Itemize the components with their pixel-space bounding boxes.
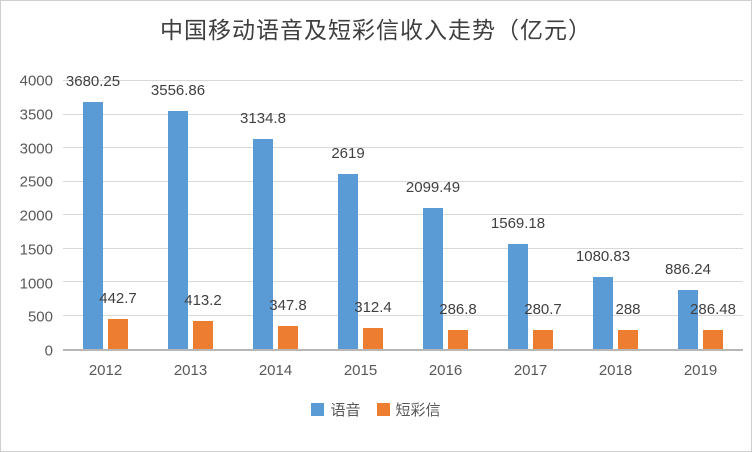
- x-label-2015: 2015: [343, 362, 378, 379]
- y-tick-1000: 1000: [19, 275, 53, 292]
- plot-area: 3680.25 442.7 3556.86 413.2 3134.8 347.8 2619 3…: [63, 73, 743, 351]
- data-label-voice-2017: 1569.18: [490, 214, 546, 232]
- data-label-voice-2012: 3680.25: [65, 73, 121, 91]
- y-axis-tick-labels: 4000 3500 3000 2500 2000 1500 1000 500 0: [1, 73, 63, 360]
- bar-sms-2016: 286.8: [439, 301, 477, 349]
- x-label-2013: 2013: [173, 362, 208, 379]
- bar-sms-2018: 288: [615, 301, 641, 349]
- plot-wrap: 3680.25 442.7 3556.86 413.2 3134.8 347.8 2619 3…: [63, 73, 743, 379]
- bar-group-2019: 886.24 286.48: [658, 81, 743, 349]
- bar-group-2012: 3680.25 442.7: [63, 73, 148, 349]
- chart-area: 4000 3500 3000 2500 2000 1500 1000 500 0 3680.25…: [1, 73, 751, 379]
- data-label-voice-2019: 886.24: [665, 260, 711, 278]
- bar-groups: 3680.25 442.7 3556.86 413.2 3134.8 347.8 2619 3…: [63, 73, 743, 349]
- legend-swatch-voice-icon: [311, 403, 325, 416]
- data-label-sms-2014: 347.8: [269, 296, 307, 314]
- gridline-500: [63, 314, 743, 316]
- legend-label-voice: 语音: [330, 402, 361, 419]
- data-label-voice-2016: 2099.49: [405, 179, 461, 197]
- data-label-voice-2018: 1080.83: [575, 247, 631, 265]
- legend: 语音 短彩信: [1, 399, 751, 420]
- gridline-3000: [63, 147, 743, 148]
- data-label-sms-2019: 286.48: [690, 300, 736, 318]
- bar-group-2013: 3556.86 413.2: [148, 81, 233, 349]
- bar-sms-2013: 413.2: [184, 292, 222, 349]
- gridline-1000: [63, 281, 743, 282]
- x-label-2014: 2014: [258, 362, 293, 379]
- y-tick-1500: 1500: [19, 241, 53, 259]
- bar-voice-2015: 2619: [331, 145, 365, 349]
- bar-group-2015: 2619 312.4: [318, 81, 403, 349]
- gridline-3500: [63, 113, 743, 115]
- bar-voice-2018: 1080.83: [576, 248, 630, 349]
- bar-sms-2014: 347.8: [269, 297, 307, 349]
- gridline-2500: [63, 180, 743, 182]
- bar-voice-2017: 1569.18: [491, 215, 545, 349]
- legend-item-sms: 短彩信: [376, 399, 441, 420]
- bar-voice-2014: 3134.8: [240, 110, 286, 349]
- chart-title: 中国移动语音及短彩信收入走势（亿元）: [160, 18, 592, 44]
- data-label-voice-2013: 3556.86: [150, 81, 206, 99]
- data-label-sms-2018: 288: [615, 300, 641, 318]
- bar-sms-2019: 286.48: [690, 301, 736, 349]
- bar-voice-2013: 3556.86: [151, 82, 205, 349]
- x-label-2016: 2016: [428, 362, 463, 379]
- y-tick-3500: 3500: [19, 106, 53, 124]
- bar-voice-2016: 2099.49: [406, 179, 460, 349]
- y-tick-4000: 4000: [19, 72, 53, 90]
- gridline-4000: [63, 80, 743, 81]
- legend-label-sms: 短彩信: [395, 402, 441, 419]
- bar-group-2016: 2099.49 286.8: [403, 81, 488, 349]
- gridline-2000: [63, 214, 743, 215]
- data-label-sms-2013: 413.2: [184, 292, 222, 310]
- y-tick-2500: 2500: [19, 173, 53, 191]
- data-label-voice-2014: 3134.8: [240, 109, 286, 127]
- bar-group-2014: 3134.8 347.8: [233, 81, 318, 349]
- bar-voice-2019: 886.24: [665, 261, 711, 349]
- y-tick-500: 500: [27, 308, 53, 326]
- data-label-sms-2017: 280.7: [524, 301, 562, 319]
- y-tick-3000: 3000: [19, 140, 53, 157]
- bar-sms-2012: 442.7: [99, 290, 137, 349]
- data-label-sms-2015: 312.4: [354, 299, 392, 317]
- bar-group-2018: 1080.83 288: [573, 81, 658, 349]
- x-label-2012: 2012: [88, 362, 123, 379]
- legend-item-voice: 语音: [311, 399, 361, 420]
- data-label-sms-2012: 442.7: [99, 290, 137, 308]
- x-label-2018: 2018: [598, 362, 633, 379]
- x-label-2017: 2017: [513, 362, 548, 379]
- x-label-2019: 2019: [683, 362, 718, 379]
- x-axis-labels: 2012 2013 2014 2015 2016 2017 2018 2019: [63, 362, 743, 379]
- y-tick-0: 0: [44, 342, 53, 360]
- gridline-1500: [63, 247, 743, 249]
- bar-voice-2012: 3680.25: [66, 73, 120, 349]
- data-label-sms-2016: 286.8: [439, 300, 477, 318]
- data-label-voice-2015: 2619: [331, 144, 365, 162]
- bar-sms-2015: 312.4: [354, 299, 392, 349]
- y-tick-2000: 2000: [19, 207, 53, 225]
- bar-sms-2017: 280.7: [524, 301, 562, 349]
- legend-swatch-sms-icon: [376, 403, 390, 416]
- bar-group-2017: 1569.18 280.7: [488, 81, 573, 349]
